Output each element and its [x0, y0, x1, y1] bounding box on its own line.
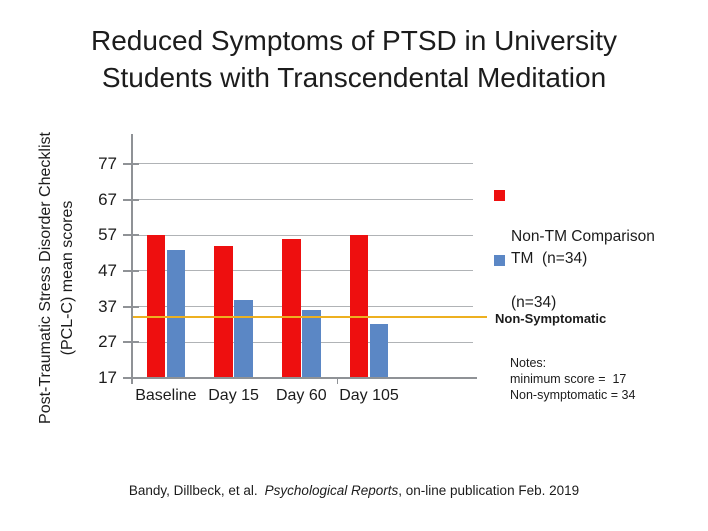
citation-suffix: , on-line publication Feb. 2019	[398, 483, 580, 498]
bar-non-tm-day-15	[214, 246, 233, 378]
chart-title-line-1: Reduced Symptoms of PTSD in University	[91, 25, 617, 56]
notes-heading: Notes:	[510, 356, 547, 370]
bar-tm-day-60	[302, 310, 321, 378]
legend-label-non-tm: Non-TM Comparison (n=34)	[511, 182, 655, 358]
x-category-label-day-105: Day 105	[339, 387, 399, 404]
non-symptomatic-label: Non-Symptomatic	[495, 311, 607, 326]
legend-color-swatch-non-tm	[494, 190, 505, 201]
x-category-label-baseline: Baseline	[135, 387, 197, 404]
legend-label-tm: TM (n=34)	[511, 250, 588, 267]
x-category-label-day-15: Day 15	[208, 387, 259, 404]
chart-title: Reduced Symptoms of PTSD in University S…	[0, 22, 708, 96]
citation-journal: Psychological Reports	[264, 483, 399, 498]
bar-non-tm-baseline	[146, 235, 166, 378]
citation: Bandy, Dillbeck, et al. Psychological Rep…	[0, 483, 708, 498]
y-tick-label-77: 77	[98, 153, 117, 173]
x-category-label-day-60: Day 60	[275, 387, 327, 404]
y-tick-label-27: 27	[98, 332, 117, 352]
chart-title-line-2: Students with Transcendental Meditation	[101, 62, 607, 93]
legend-color-swatch-tm	[494, 255, 505, 266]
gridline-67	[131, 199, 473, 201]
gridline-47	[131, 270, 473, 272]
legend-label-non-tm-line-2: (n=34)	[511, 294, 557, 311]
non-symptomatic-reference-line	[133, 316, 487, 319]
gridline-57	[131, 234, 473, 236]
bar-tm-day-15	[234, 299, 253, 378]
notes-non-symptomatic: Non-symptomatic = 34	[510, 388, 636, 402]
bar-non-tm-day-60	[282, 238, 301, 378]
gridline-37	[131, 306, 473, 308]
notes-block: Notes: minimum score = 17 Non-symptomati…	[510, 355, 635, 403]
y-tick-label-47: 47	[98, 260, 117, 280]
x-axis-line	[128, 377, 477, 379]
y-tick-label-37: 37	[98, 296, 117, 316]
bar-tm-day-105	[369, 324, 389, 378]
bar-non-tm-day-105	[349, 235, 369, 378]
y-tick-label-57: 57	[98, 225, 117, 245]
gridline-27	[131, 341, 473, 343]
y-tick-label-17: 17	[98, 368, 117, 387]
bar-tm-baseline	[166, 249, 186, 378]
legend-label-non-tm-line-1: Non-TM Comparison	[511, 228, 655, 245]
y-axis-line	[131, 134, 133, 384]
citation-authors: Bandy, Dillbeck, et al.	[128, 483, 258, 498]
y-tick-label-67: 67	[98, 189, 117, 209]
gridline-77	[131, 163, 473, 165]
x-axis-tick	[337, 378, 338, 384]
notes-minimum-score: minimum score = 17	[510, 372, 627, 386]
